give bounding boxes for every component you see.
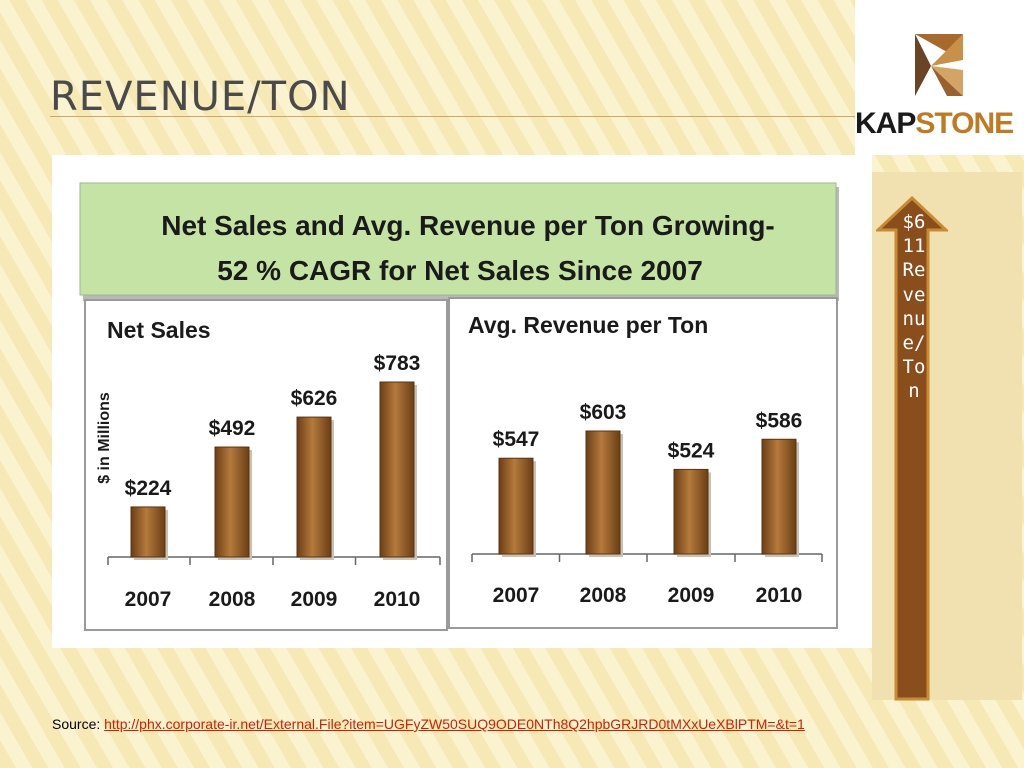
net-sales-bar-2010 [379,381,415,558]
chart-title: Net Sales and Avg. Revenue per Ton Growi… [161,210,775,241]
kapstone-logo: KAPSTONE [855,0,1024,155]
revenue-per-ton-bar-2007 [498,457,534,555]
net-sales-data-label-2008: $492 [209,417,256,440]
revenue-per-ton-tick-label-2009: 2009 [668,584,715,607]
net-sales-tick-label-2008: 2008 [209,588,256,611]
chart-header-box [79,182,837,296]
revenue-per-ton-data-label-2009: $524 [668,439,715,462]
net-sales-tick-label-2009: 2009 [291,588,338,611]
source-label: Source: [52,716,101,732]
logo-text-stone: STONE [915,107,1014,140]
revenue-per-ton-data-label-2007: $547 [493,428,540,451]
up-arrow-callout-icon [876,196,948,701]
net-sales-data-label-2009: $626 [291,387,338,410]
arrow-callout-text: $611 Revenue/Ton [902,211,926,403]
title-divider [50,116,856,117]
net-sales-panel-title: Net Sales [107,317,211,343]
net-sales-y-axis-label: $ in Millions [96,392,113,484]
chart-subtitle: 52 % CAGR for Net Sales Since 2007 [217,255,703,286]
source-link[interactable]: http://phx.corporate-ir.net/External.Fil… [104,716,805,732]
net-sales-bar-2008 [214,446,250,558]
net-sales-bar-2007 [130,506,166,558]
logo-text-kap: KAP [855,107,916,140]
logo-wordmark: KAPSTONE [855,107,1014,141]
net-sales-data-label-2010: $783 [374,352,421,375]
source-line: Source: http://phx.corporate-ir.net/Exte… [52,716,805,732]
revenue-per-ton-bar-2008 [585,430,621,555]
logo-mark-icon [915,34,963,96]
slide-title: REVENUE/TON [50,74,351,120]
revenue-per-ton-tick-label-2008: 2008 [580,584,627,607]
revenue-per-ton-bar-2009 [673,468,709,555]
net-sales-bar-2009 [296,416,332,558]
net-sales-tick-label-2010: 2010 [374,588,421,611]
net-sales-data-label-2007: $224 [125,477,172,500]
revenue-per-ton-data-label-2010: $586 [756,409,803,432]
revenue-per-ton-bar-2010 [761,438,797,555]
revenue-per-ton-tick-label-2007: 2007 [493,584,540,607]
revenue-per-ton-data-label-2008: $603 [580,401,627,424]
net-sales-tick-label-2007: 2007 [125,588,172,611]
revenue-per-ton-tick-label-2010: 2010 [756,584,803,607]
revenue-per-ton-panel-title: Avg. Revenue per Ton [468,312,708,338]
